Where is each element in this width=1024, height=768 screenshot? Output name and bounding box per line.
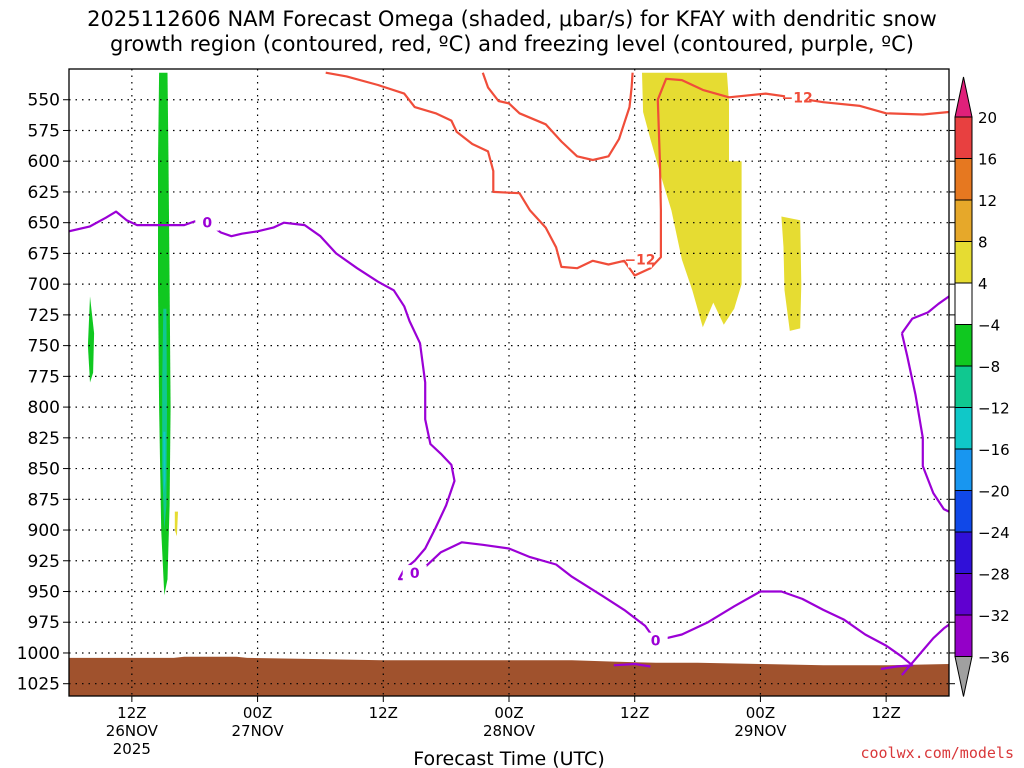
terrain-fill: [69, 656, 949, 696]
colorbar-box: [954, 365, 973, 408]
y-tick-label: 925: [28, 552, 60, 572]
colorbar-label: −20: [978, 483, 1010, 501]
colorbar-box: [954, 324, 973, 367]
y-tick-label: 775: [28, 367, 60, 387]
omega-region-5: [608, 72, 742, 328]
omega-region-2: [162, 308, 167, 530]
x-tick-date: 28NOV: [483, 722, 536, 740]
plot-area: −12 −12 0 0 0: [69, 69, 949, 696]
colorbar-box: [954, 407, 973, 450]
colorbar-label: −16: [978, 441, 1010, 459]
y-tick-label: 700: [28, 275, 60, 295]
site-credit: coolwx.com/models: [860, 744, 1014, 762]
colorbar-box: [954, 158, 973, 201]
colorbar-box: [954, 490, 973, 533]
x-tick-label: 12Z: [871, 704, 900, 722]
chart-title-line1: 2025112606 NAM Forecast Omega (shaded, μ…: [87, 7, 937, 31]
chart-title-line2: growth region (contoured, red, ºC) and f…: [110, 32, 914, 56]
x-tick-date: 26NOV: [106, 722, 159, 740]
contour-line-4: [900, 333, 949, 513]
colorbar-box: [954, 116, 973, 159]
colorbar-box: [954, 241, 973, 284]
y-tick-label: 1000: [17, 644, 60, 664]
colorbar-label: −28: [978, 566, 1010, 584]
y-tick-label: 750: [28, 337, 60, 357]
omega-region-6: [781, 216, 802, 331]
colorbar-box: [954, 199, 973, 242]
contour-label: 0: [651, 634, 661, 650]
x-axis-label: Forecast Time (UTC): [413, 748, 604, 768]
x-tick-label: 00Z: [746, 704, 775, 722]
contour-line-6: [613, 662, 651, 668]
y-tick-label: 650: [28, 214, 60, 234]
y-tick-label: 600: [28, 152, 60, 172]
contour-label-bg: [402, 565, 427, 582]
x-tick-label: 00Z: [243, 704, 272, 722]
y-tick-label: 800: [28, 398, 60, 418]
colorbar-box: [954, 448, 973, 491]
colorbar-box: [954, 573, 973, 616]
x-tick-date: 29NOV: [734, 722, 787, 740]
y-tick-label: 875: [28, 490, 60, 510]
y-tick-label: 975: [28, 613, 60, 633]
x-tick-year: 2025: [113, 740, 151, 758]
colorbar-label: 16: [978, 151, 997, 169]
y-tick-label: 850: [28, 460, 60, 480]
omega-region-3: [163, 431, 166, 494]
contour-label-bg: [627, 251, 652, 268]
y-tick-label: 950: [28, 583, 60, 603]
contour-label-bg: [195, 214, 220, 231]
colorbar-box: [954, 614, 973, 657]
colorbar-label: −12: [978, 400, 1010, 418]
x-tick-label: 00Z: [494, 704, 523, 722]
colorbar-box: [954, 282, 973, 325]
colorbar-label: 20: [978, 109, 997, 127]
contour-label: 0: [410, 566, 420, 582]
colorbar-label: −8: [978, 358, 1000, 376]
colorbar-top-arrow: [954, 76, 973, 118]
x-tick-label: 12Z: [117, 704, 146, 722]
y-tick-label: 900: [28, 521, 60, 541]
contour-label: −12: [624, 253, 655, 269]
colorbar-label: −32: [978, 607, 1010, 625]
omega-region-1: [87, 296, 95, 383]
colorbar-box: [954, 531, 973, 574]
x-tick-label: 12Z: [620, 704, 649, 722]
contour-line-2: [69, 210, 914, 671]
colorbar-label: 8: [978, 234, 988, 252]
contour-line-0: [325, 71, 949, 277]
contour-label: −12: [781, 90, 812, 106]
colorbar-label: −4: [978, 317, 1000, 335]
y-tick-label: 575: [28, 121, 60, 141]
contour-label: 0: [202, 216, 212, 232]
y-tick-label: 725: [28, 306, 60, 326]
colorbar-label: −24: [978, 524, 1010, 542]
colorbar-label: 12: [978, 192, 997, 210]
y-tick-label: 825: [28, 429, 60, 449]
x-tick-date: 27NOV: [232, 722, 285, 740]
colorbar-label: −36: [978, 649, 1010, 667]
x-tick-label: 12Z: [369, 704, 398, 722]
omega-region-4: [174, 511, 178, 537]
y-tick-label: 550: [28, 91, 60, 111]
contour-label-bg: [785, 89, 810, 106]
y-tick-label: 1025: [17, 675, 60, 695]
colorbar-bottom-arrow: [954, 656, 973, 697]
contour-line-3: [901, 295, 949, 334]
contour-line-5: [901, 623, 949, 676]
y-tick-label: 625: [28, 183, 60, 203]
y-tick-label: 675: [28, 244, 60, 264]
colorbar-label: 4: [978, 275, 988, 293]
contour-line-1: [481, 72, 634, 162]
contour-label-bg: [643, 632, 668, 649]
